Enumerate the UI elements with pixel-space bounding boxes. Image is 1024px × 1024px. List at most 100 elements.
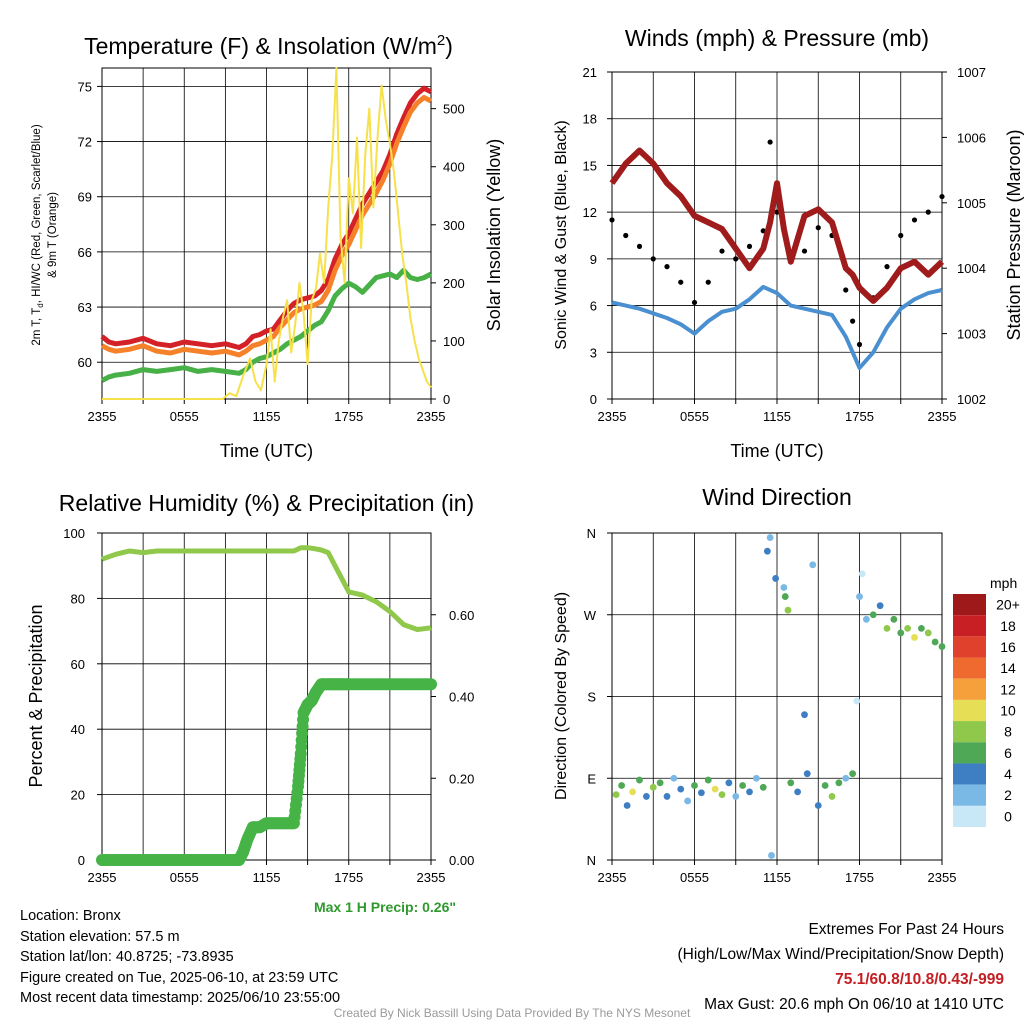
direction-point — [711, 785, 719, 793]
gust-point — [939, 193, 945, 200]
gust-point — [801, 248, 808, 254]
gust-point — [664, 264, 670, 270]
x-axis-label: Time (UTC) — [220, 441, 313, 461]
extremes-panel: Extremes For Past 24 Hours (High/Low/Max… — [678, 917, 1005, 1017]
y-tick-label: 75 — [78, 79, 92, 94]
x-axis-label: Time (UTC) — [730, 441, 823, 461]
gust-point — [767, 139, 773, 145]
direction-point — [618, 782, 626, 789]
gust-point — [719, 248, 725, 254]
direction-point — [768, 852, 775, 859]
y-tick-label: 20 — [71, 788, 85, 803]
gust-point — [609, 217, 615, 223]
figure-created: Figure created on Tue, 2025-06-10, at 23… — [20, 969, 339, 986]
credit-line: Created By Nick Bassill Using Data Provi… — [333, 1006, 691, 1020]
direction-point — [924, 629, 932, 637]
direction-point — [752, 774, 760, 782]
y-right-tick-label: 100 — [443, 334, 465, 349]
x-tick-label: 1155 — [253, 409, 281, 424]
x-tick-label: 1155 — [253, 870, 281, 885]
y-tick-label: E — [587, 771, 596, 786]
y-right-tick-label: 0.40 — [449, 690, 474, 705]
x-tick-label: 1155 — [763, 870, 791, 885]
y-right-tick-label: 0.60 — [449, 608, 474, 623]
extremes-subtitle: (High/Low/Max Wind/Precipitation/Snow De… — [677, 946, 1005, 963]
x-tick-label: 2355 — [928, 409, 957, 424]
y-tick-label: 60 — [78, 355, 92, 370]
y-tick-label: 3 — [590, 345, 597, 360]
gust-point — [815, 225, 821, 231]
gust-point — [650, 256, 656, 262]
gust-point — [623, 232, 629, 239]
y-tick-label: 63 — [78, 300, 92, 315]
gust-point — [856, 341, 863, 348]
y-right-tick-label: 500 — [443, 102, 465, 117]
direction-point — [858, 570, 866, 578]
x-tick-label: 0555 — [680, 870, 709, 885]
direction-point — [781, 593, 789, 600]
y-right-tick-label: 1006 — [957, 130, 986, 145]
chart-title: Temperature (F) & Insolation (W/m2) — [84, 32, 453, 59]
x-tick-label: 1755 — [845, 870, 874, 885]
y-axis-label: Percent & Precipitation — [26, 604, 46, 787]
x-tick-label: 2355 — [417, 870, 446, 885]
direction-point — [869, 611, 877, 619]
colorbar-label: 10 — [1000, 703, 1016, 719]
direction-point — [787, 779, 795, 787]
direction-point — [684, 797, 692, 805]
direction-point — [642, 793, 650, 800]
colorbar-swatch — [953, 763, 986, 785]
y-axis-label: 2m T, Td, HI/WC (Red, Green, Scarlet/Blu… — [31, 124, 45, 345]
colorbar-swatch — [953, 594, 986, 616]
direction-point — [612, 791, 620, 798]
chart-title: Wind Direction — [702, 484, 852, 510]
series-line-2 — [100, 267, 433, 383]
direction-point — [746, 788, 753, 796]
y-tick-label: 9 — [590, 252, 597, 267]
colorbar-swatch — [953, 678, 986, 700]
series-line-3 — [102, 67, 432, 400]
colorbar-title: mph — [990, 575, 1017, 591]
rh-line — [101, 545, 432, 632]
colorbar-swatch — [953, 615, 986, 637]
direction-point — [842, 774, 850, 782]
series-line-0 — [611, 284, 943, 370]
y-right-tick-label: 1004 — [957, 261, 986, 276]
gust-point — [925, 209, 931, 215]
gust-point — [898, 232, 904, 239]
y-right-tick-label: 200 — [443, 276, 465, 291]
direction-point — [911, 634, 918, 641]
y-tick-label: 0 — [590, 392, 597, 407]
colorbar-label: 12 — [1000, 681, 1016, 697]
y-tick-label: 18 — [583, 112, 597, 127]
station-location: Location: Bronx — [20, 908, 121, 924]
precip-annotation: Max 1 H Precip: 0.26" — [314, 899, 456, 915]
gust-point — [678, 279, 684, 285]
direction-point — [821, 782, 829, 789]
y-tick-label: 60 — [71, 657, 85, 672]
y-right-tick-label: 1002 — [957, 392, 986, 407]
direction-point — [814, 802, 822, 809]
direction-point — [759, 783, 767, 791]
direction-point — [732, 793, 740, 800]
direction-point — [853, 697, 861, 705]
colorbar-label: 2 — [1004, 787, 1012, 803]
gust-point — [733, 256, 739, 262]
x-tick-label: 0555 — [170, 870, 199, 885]
direction-point — [931, 638, 939, 646]
y-right-tick-label: 0.20 — [449, 771, 474, 786]
y-tick-label: 6 — [590, 299, 597, 314]
direction-point — [739, 782, 747, 789]
colorbar-label: 18 — [1000, 618, 1016, 634]
direction-point — [801, 711, 808, 719]
direction-point — [938, 643, 946, 650]
y-right-axis-label: Solar Insolation (Yellow) — [484, 139, 504, 331]
x-tick-label: 2355 — [928, 870, 957, 885]
most-recent-timestamp: Most recent data timestamp: 2025/06/10 2… — [20, 990, 341, 1006]
colorbar-swatch — [953, 636, 986, 658]
direction-point — [897, 629, 905, 637]
gust-point — [884, 264, 890, 270]
y-right-tick-label: 300 — [443, 218, 465, 233]
colorbar-label: 6 — [1004, 745, 1012, 761]
y-tick-label: 21 — [583, 65, 597, 80]
